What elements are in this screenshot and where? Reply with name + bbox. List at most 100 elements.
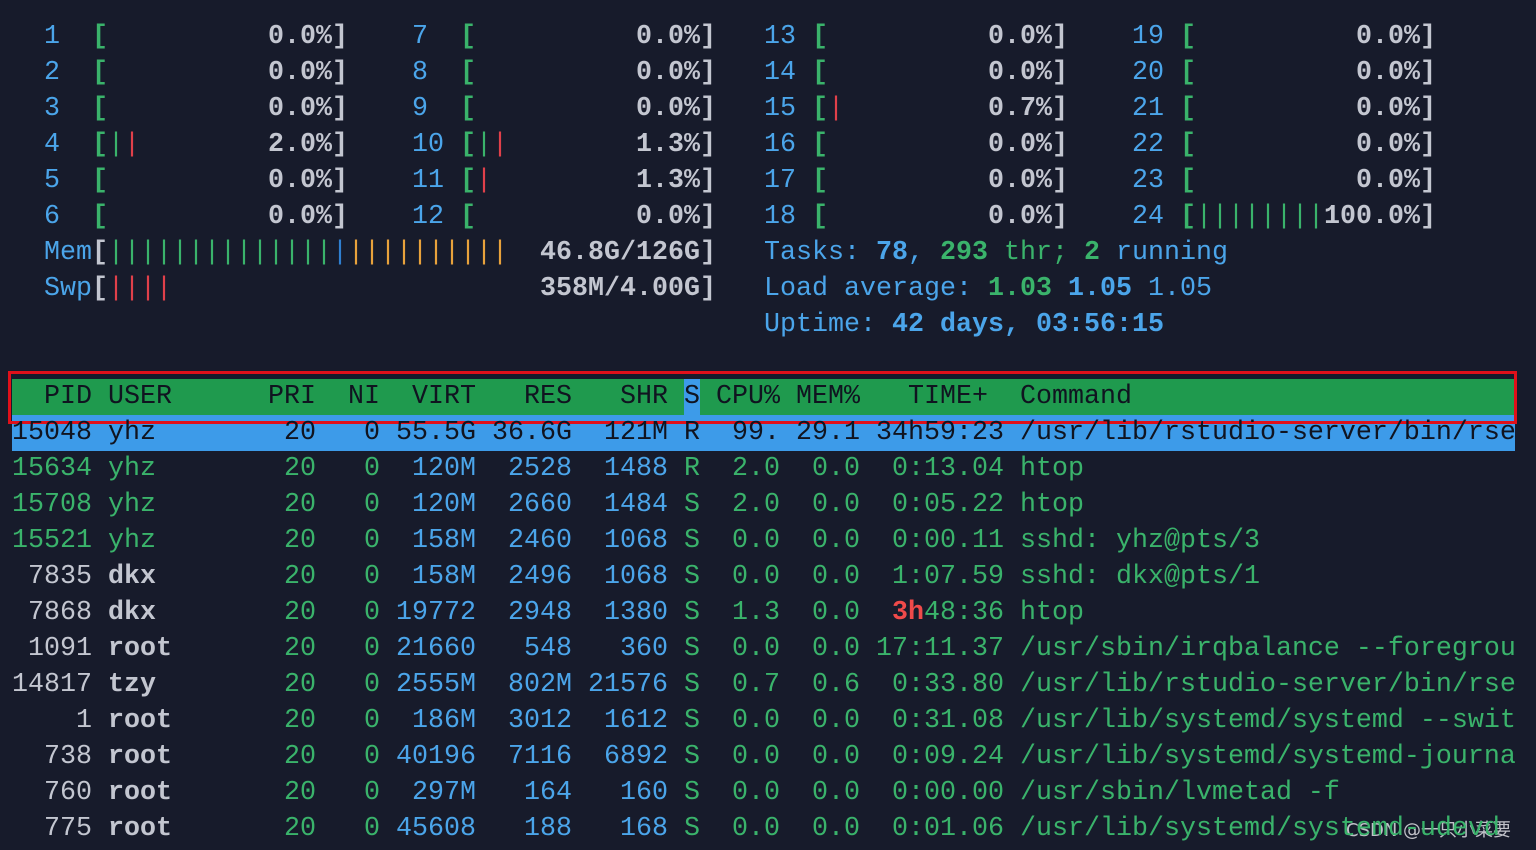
meter-bracket: [ xyxy=(1180,94,1196,124)
meter-bracket: ] xyxy=(1052,58,1068,88)
cell-command: sshd: dkx@pts/1 xyxy=(1020,562,1260,592)
column-header: VIRT xyxy=(412,382,476,412)
cpu-label: 21 xyxy=(1132,94,1164,124)
cell-priority: 20 xyxy=(284,490,316,520)
meter-bracket: ] xyxy=(1420,202,1436,232)
cell-state: S xyxy=(684,526,700,556)
cpu-label: 1 xyxy=(44,22,60,52)
meter-bracket: ] xyxy=(700,202,716,232)
meter-value: 46.8G/126G xyxy=(540,238,700,268)
cell-mem-percent: 29.1 xyxy=(796,418,860,448)
cell-pid: 7835 xyxy=(28,562,92,592)
meter-bracket: [ xyxy=(460,58,476,88)
cpu-label: 6 xyxy=(44,202,60,232)
cpu-percent: 0.0% xyxy=(268,202,332,232)
cpu-percent: 0.0% xyxy=(636,202,700,232)
cell-command: /usr/lib/systemd/systemd --swit xyxy=(1020,706,1516,736)
cpu-percent: 0.0% xyxy=(988,166,1052,196)
meter-bracket: [ xyxy=(1180,22,1196,52)
cell-nice: 0 xyxy=(364,706,380,736)
cell-mem-percent: 0.6 xyxy=(812,670,860,700)
meter-bracket: [ xyxy=(92,58,108,88)
cell-cpu-percent: 2.0 xyxy=(732,454,780,484)
cell-command: /usr/sbin/lvmetad -f xyxy=(1020,778,1340,808)
cell-cpu-percent: 0.0 xyxy=(732,778,780,808)
cpu-label: 17 xyxy=(764,166,796,196)
cell-res: 548 xyxy=(524,634,572,664)
cpu-label: 11 xyxy=(412,166,444,196)
cell-shr: 1068 xyxy=(604,526,668,556)
column-header: PID xyxy=(44,382,92,412)
cell-virt: 55.5G xyxy=(396,418,476,448)
cell-mem-percent: 0.0 xyxy=(812,598,860,628)
cell-cpu-percent: 0.0 xyxy=(732,634,780,664)
cpu-label: 3 xyxy=(44,94,60,124)
cell-nice: 0 xyxy=(364,778,380,808)
column-header: PRI xyxy=(268,382,316,412)
meter-bracket: [ xyxy=(92,238,108,268)
cell-cpu-percent: 0.0 xyxy=(732,706,780,736)
cell-time: 48:36 xyxy=(924,598,1004,628)
cell-pid: 15521 xyxy=(12,526,92,556)
cpu-label: 10 xyxy=(412,130,444,160)
cell-time: 0:05.22 xyxy=(892,490,1004,520)
cell-cpu-percent: 1.3 xyxy=(732,598,780,628)
cell-user: tzy xyxy=(108,670,156,700)
cell-virt: 297M xyxy=(412,778,476,808)
cell-pid: 15634 xyxy=(12,454,92,484)
cell-virt: 158M xyxy=(412,562,476,592)
meter-bar: | xyxy=(476,166,492,196)
cell-time: 0:01.06 xyxy=(892,814,1004,844)
column-header: MEM% xyxy=(796,382,860,412)
summary-text: 1.03 xyxy=(988,274,1068,304)
cell-user: yhz xyxy=(108,526,156,556)
cpu-label: 4 xyxy=(44,130,60,160)
meter-bracket: [ xyxy=(92,94,108,124)
cell-mem-percent: 0.0 xyxy=(812,742,860,772)
cell-mem-percent: 0.0 xyxy=(812,814,860,844)
meter-bar: | xyxy=(476,130,492,160)
cell-cpu-percent: 2.0 xyxy=(732,490,780,520)
cell-state: S xyxy=(684,706,700,736)
cpu-label: 19 xyxy=(1132,22,1164,52)
cpu-percent: 0.0% xyxy=(268,58,332,88)
summary-text: 293 xyxy=(940,238,988,268)
meter-bracket: [ xyxy=(460,166,476,196)
cpu-label: 20 xyxy=(1132,58,1164,88)
cell-time: 0:09.24 xyxy=(892,742,1004,772)
cpu-label: 8 xyxy=(412,58,428,88)
cell-nice: 0 xyxy=(364,742,380,772)
cell-user: root xyxy=(108,778,172,808)
cell-shr: 168 xyxy=(620,814,668,844)
cpu-percent: 0.0% xyxy=(988,22,1052,52)
cell-state: S xyxy=(684,562,700,592)
cell-priority: 20 xyxy=(284,742,316,772)
cell-pid: 1091 xyxy=(28,634,92,664)
meter-bar: | xyxy=(124,130,140,160)
meter-bracket: ] xyxy=(332,58,348,88)
cpu-label: 18 xyxy=(764,202,796,232)
meter-bracket: [ xyxy=(812,22,828,52)
cell-shr: 1612 xyxy=(604,706,668,736)
cell-state: S xyxy=(684,670,700,700)
meter-bracket: [ xyxy=(1180,58,1196,88)
cell-nice: 0 xyxy=(364,454,380,484)
cpu-percent: 0.0% xyxy=(636,58,700,88)
summary-text: 42 days, 03:56:15 xyxy=(892,310,1164,340)
cell-priority: 20 xyxy=(284,778,316,808)
cell-shr: 1068 xyxy=(604,562,668,592)
meter-bracket: ] xyxy=(1052,202,1068,232)
cell-res: 3012 xyxy=(508,706,572,736)
cpu-percent: 0.0% xyxy=(268,22,332,52)
meter-bracket: [ xyxy=(1180,202,1196,232)
cell-shr: 1380 xyxy=(604,598,668,628)
cell-time: 0:33.80 xyxy=(892,670,1004,700)
meter-bracket: [ xyxy=(812,202,828,232)
meter-bracket: [ xyxy=(812,94,828,124)
cpu-percent: 0.0% xyxy=(636,22,700,52)
meter-bar: | xyxy=(332,238,348,268)
meter-bracket: ] xyxy=(1052,94,1068,124)
cpu-percent: 0.0% xyxy=(1356,166,1420,196)
meter-bracket: [ xyxy=(812,166,828,196)
